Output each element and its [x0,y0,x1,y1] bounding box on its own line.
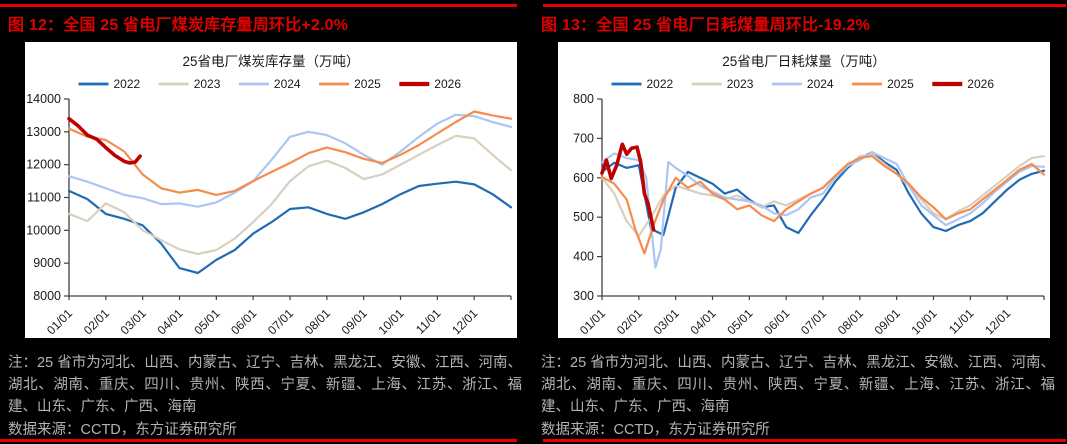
series-line-2024 [600,151,1046,269]
x-tick-label: 09/01 [339,306,370,337]
series-line-2026 [67,116,142,165]
x-tick-label: 05/01 [724,306,755,337]
axes [601,99,1044,297]
y-tick-label: 10000 [26,223,61,237]
x-tick-label: 04/01 [687,306,718,337]
legend-label-2026: 2026 [967,77,994,91]
y-tick-label: 14000 [26,92,61,106]
legend-label-2022: 2022 [114,77,141,91]
y-tick-label: 700 [573,131,594,145]
x-tick-label: 11/01 [946,306,977,337]
x-tick-label: 10/01 [908,306,939,337]
x-tick-label: 06/01 [228,306,259,337]
figure-12-top-rule [0,4,517,7]
coal-inventory-chart: 25省电厂煤炭库存量（万吨） 2022 2023 2024 2025 2026 8000 90… [26,54,513,337]
x-tick-label: 08/01 [302,306,333,337]
legend-label-2024: 2024 [274,77,301,91]
figure-13-bottom-rule [543,439,1066,442]
legend-label-2024: 2024 [807,77,834,91]
y-tick-label: 300 [573,289,594,303]
legend-label-2023: 2023 [194,77,221,91]
legend-label-2023: 2023 [727,77,754,91]
daily-coal-consumption-chart: 25省电厂日耗煤量（万吨） 2022 2023 2024 2025 2026 300 400 5… [573,54,1046,337]
x-tick-label: 01/01 [577,306,608,337]
x-tick-label: 05/01 [191,306,222,337]
y-tick-label: 500 [573,210,594,224]
series-line-2023 [67,134,513,256]
series-line-2026 [600,142,656,232]
figure-13-column: 图 13：全国 25 省电厂日耗煤量周环比-19.2% 25省电厂日耗煤量（万吨… [533,0,1066,444]
figure-12-source: 数据来源：CCTD，东方证券研究所 [8,422,237,438]
x-tick-label: 07/01 [265,306,296,337]
daily-consumption-panel: 25省电厂日耗煤量（万吨） 2022 2023 2024 2025 2026 300 400 5… [558,42,1050,338]
y-tick-label: 9000 [33,256,61,270]
x-tick-label: 01/01 [44,306,75,337]
legend-label-2026: 2026 [434,77,461,91]
x-tick-label: 06/01 [761,306,792,337]
x-tick-label: 02/01 [81,306,112,337]
coal-inventory-panel: 25省电厂煤炭库存量（万吨） 2022 2023 2024 2025 2026 8000 90… [25,42,517,338]
y-tick-label: 11000 [27,191,61,205]
figure-12-note: 注：25 省市为河北、山西、内蒙古、辽宁、吉林、黑龙江、安徽、江西、河南、湖北、… [8,355,522,415]
x-tick-label: 03/01 [651,306,682,337]
figure-12-column: 图 12：全国 25 省电厂煤炭库存量周环比+2.0% 25省电厂煤炭库存量（万… [0,0,533,444]
figure-13-source: 数据来源：CCTD，东方证券研究所 [541,422,770,438]
figure-13-note: 注：25 省市为河北、山西、内蒙古、辽宁、吉林、黑龙江、安徽、江西、河南、湖北、… [541,355,1055,415]
y-tick-label: 600 [573,171,594,185]
legend-label-2025: 2025 [354,77,381,91]
series-line-2022 [600,151,1046,236]
y-tick-label: 800 [573,92,594,106]
series-line-2025 [600,154,1046,255]
figure-13-caption: 图 13：全国 25 省电厂日耗煤量周环比-19.2% [541,17,871,34]
series-line-2022 [67,180,513,275]
y-tick-label: 8000 [33,289,61,303]
x-tick-label: 11/01 [413,306,444,337]
series-line-2024 [67,113,513,208]
series-line-2025 [67,110,513,196]
y-tick-label: 13000 [26,125,61,139]
x-tick-label: 03/01 [118,306,149,337]
x-tick-label: 07/01 [798,306,829,337]
legend-label-2022: 2022 [647,77,674,91]
x-tick-label: 09/01 [872,306,903,337]
legend-label-2025: 2025 [887,77,914,91]
x-tick-label: 02/01 [614,306,645,337]
x-tick-label: 10/01 [375,306,406,337]
x-tick-label: 12/01 [449,306,480,337]
y-tick-label: 12000 [26,158,61,172]
figure-12-bottom-rule [0,439,517,442]
y-tick-label: 400 [573,250,594,264]
x-tick-label: 08/01 [835,306,866,337]
chart-title: 25省电厂煤炭库存量（万吨） [182,54,359,69]
figure-12-caption: 图 12：全国 25 省电厂煤炭库存量周环比+2.0% [8,17,349,34]
figure-13-top-rule [543,4,1066,7]
x-tick-label: 12/01 [982,306,1013,337]
chart-title: 25省电厂日耗煤量（万吨） [722,54,886,69]
x-tick-label: 04/01 [154,306,185,337]
